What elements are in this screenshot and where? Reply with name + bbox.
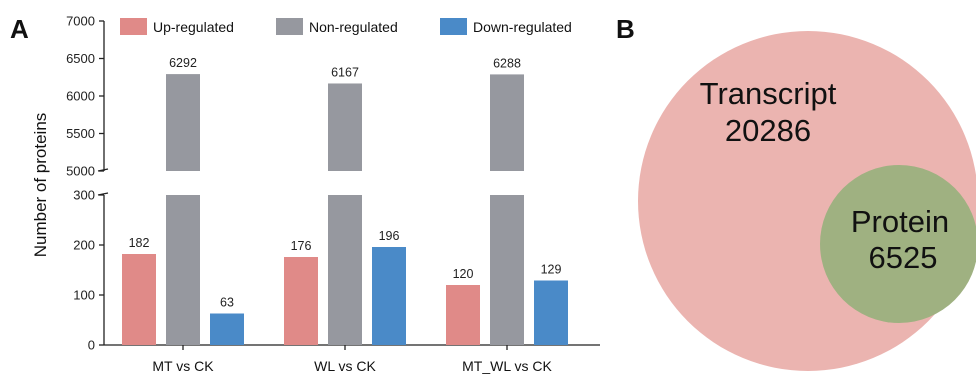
- x-category-label: WL vs CK: [314, 358, 376, 374]
- bar-non-regulated-upper: [490, 74, 524, 171]
- protein-count: 6525: [869, 240, 938, 275]
- bar-value-label: 6167: [331, 65, 359, 79]
- bar-non-regulated-upper: [328, 83, 362, 171]
- bar-down-regulated: [210, 313, 244, 345]
- y-tick-label: 6000: [66, 89, 95, 104]
- protein-label: Protein: [851, 204, 949, 239]
- protein-circle: [820, 165, 976, 323]
- bar-chart: 0 100 200 300 5000 5500 6000 6500 7000 MT vs CK W…: [31, 14, 600, 374]
- y-tick-label: 100: [73, 288, 95, 303]
- x-axis: MT vs CK WL vs CK MT_WL vs CK: [104, 344, 600, 374]
- x-category-label: MT vs CK: [152, 358, 214, 374]
- legend-label: Up-regulated: [153, 19, 234, 35]
- bar-down-regulated: [372, 247, 406, 345]
- y-tick-label: 5000: [66, 164, 95, 179]
- bars: 182 6292 63 176 6167 196 120 6288 129: [122, 56, 568, 345]
- panel-a-letter: A: [10, 14, 29, 44]
- legend-swatch: [276, 18, 303, 35]
- bar-non-regulated-lower: [166, 195, 200, 345]
- y-axis-title: Number of proteins: [31, 113, 50, 258]
- transcript-label: Transcript: [700, 76, 837, 111]
- bar-up-regulated: [284, 257, 318, 345]
- bar-value-label: 176: [291, 239, 312, 253]
- transcript-count: 20286: [725, 113, 811, 148]
- bar-value-label: 120: [453, 267, 474, 281]
- bar-non-regulated-lower: [328, 195, 362, 345]
- panel-b-letter: B: [616, 14, 635, 44]
- legend-swatch: [440, 18, 467, 35]
- bar-value-label: 6292: [169, 56, 197, 70]
- legend-swatch: [120, 18, 147, 35]
- bar-value-label: 63: [220, 296, 234, 310]
- bar-value-label: 196: [379, 229, 400, 243]
- y-tick-label: 5500: [66, 126, 95, 141]
- legend-label: Down-regulated: [473, 19, 572, 35]
- y-tick-label: 6500: [66, 51, 95, 66]
- bar-up-regulated: [446, 285, 480, 345]
- bar-down-regulated: [534, 280, 568, 345]
- legend-label: Non-regulated: [309, 19, 398, 35]
- bar-up-regulated: [122, 254, 156, 345]
- x-category-label: MT_WL vs CK: [462, 358, 552, 374]
- bar-value-label: 6288: [493, 56, 521, 70]
- bar-value-label: 129: [541, 263, 562, 277]
- bar-non-regulated-upper: [166, 74, 200, 171]
- y-tick-label: 300: [73, 188, 95, 203]
- y-tick-label: 0: [88, 338, 95, 353]
- y-tick-label: 200: [73, 238, 95, 253]
- bar-value-label: 182: [129, 236, 150, 250]
- legend: Up-regulated Non-regulated Down-regulated: [120, 18, 572, 35]
- venn-diagram: Transcript 20286 Protein 6525: [638, 31, 976, 371]
- y-tick-label: 7000: [66, 14, 95, 29]
- y-axis: 0 100 200 300 5000 5500 6000 6500 7000: [66, 14, 109, 353]
- bar-non-regulated-lower: [490, 195, 524, 345]
